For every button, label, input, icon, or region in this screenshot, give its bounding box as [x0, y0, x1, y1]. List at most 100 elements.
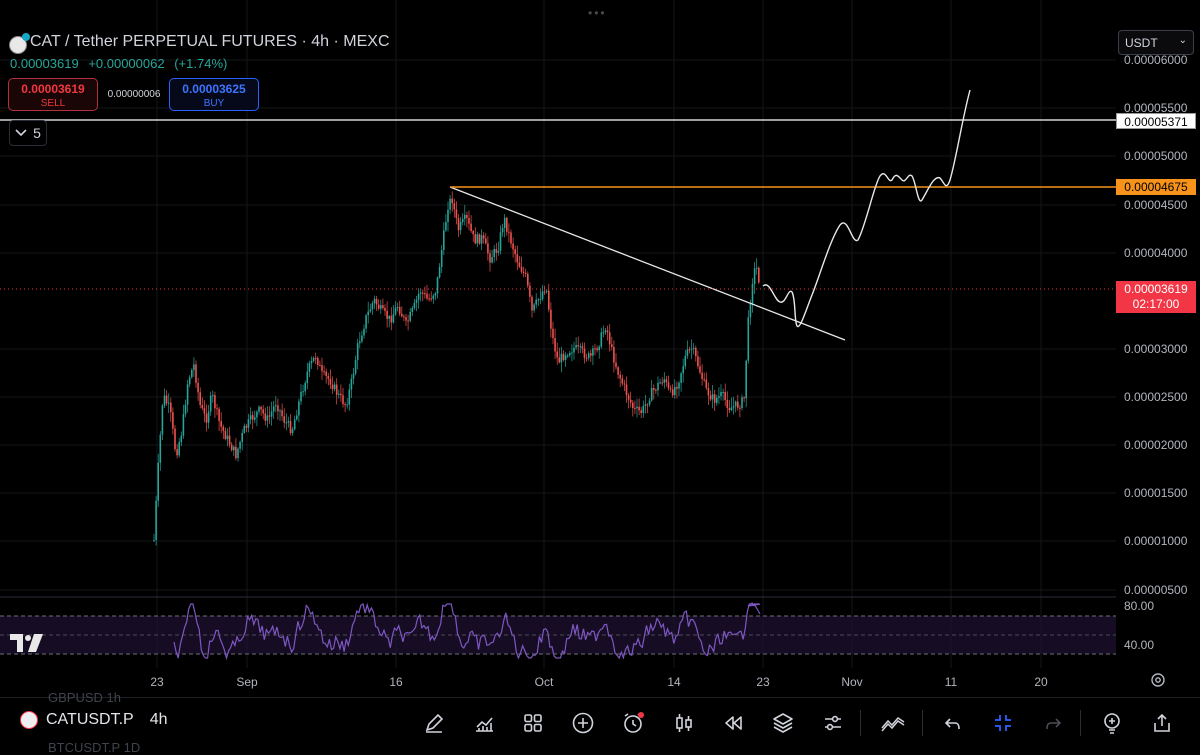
candle-body [306, 371, 309, 384]
replay-icon[interactable] [720, 710, 746, 736]
candle-body [459, 222, 462, 231]
candle-body [382, 305, 384, 308]
candle-body [331, 384, 334, 390]
chart-settings-gear-icon[interactable] [1150, 672, 1166, 688]
alert-icon[interactable] [620, 710, 646, 736]
candle-body [218, 408, 220, 422]
candle-body [470, 223, 472, 231]
chart-icon[interactable] [471, 710, 497, 736]
candle-body [329, 378, 332, 385]
price-tick-label: 0.00006000 [1124, 53, 1188, 67]
candle-body [650, 388, 653, 401]
candle-body [186, 384, 189, 405]
candle-body [569, 353, 571, 356]
candle-body [371, 303, 374, 310]
candle-body [480, 235, 483, 244]
candle-body [667, 382, 670, 389]
candle-body [560, 353, 563, 363]
time-tick-label: Nov [841, 675, 862, 689]
candle-body [581, 346, 584, 349]
ideas-icon[interactable] [880, 710, 906, 736]
sliders-icon[interactable] [820, 710, 846, 736]
candle-body [405, 317, 407, 321]
share-icon[interactable] [1149, 710, 1175, 736]
candle-body [688, 349, 691, 351]
candle-body [340, 393, 342, 396]
layers-icon[interactable] [770, 710, 796, 736]
grid-icon[interactable] [520, 710, 546, 736]
candle-body [321, 365, 323, 372]
candle-body [184, 404, 187, 415]
price-change: +0.00000062 [88, 56, 165, 71]
candle-body [629, 399, 632, 403]
ghost-watchlist-item: BTCUSDT.P 1D [48, 740, 141, 755]
candle-body [398, 307, 401, 314]
symbol-switcher[interactable]: CATUSDT.P 4h [20, 711, 168, 729]
candle-body [432, 295, 435, 299]
candle-body [655, 389, 657, 391]
candle-body [604, 330, 607, 333]
candle-body [214, 395, 216, 409]
undo-icon[interactable] [940, 710, 966, 736]
time-tick-label: Oct [535, 675, 554, 689]
candle-body [686, 349, 689, 356]
candle-body [489, 253, 491, 263]
candle-body [703, 379, 705, 381]
candle-body [718, 396, 720, 398]
currency-select[interactable]: USDT ⌄ [1118, 30, 1194, 55]
price-tick-label: 0.00004500 [1124, 198, 1188, 212]
indicators-toggle-button[interactable]: 5 [9, 120, 47, 146]
candle-body [692, 347, 695, 349]
pencil-icon[interactable] [421, 710, 447, 736]
candle-body [590, 353, 592, 356]
ghost-watchlist-item: GBPUSD 1h [48, 690, 121, 705]
candle-body [155, 500, 157, 540]
candle-body [632, 402, 634, 408]
candle-body [720, 392, 722, 397]
candle-body [256, 411, 258, 418]
price-tick-label: 0.00000500 [1124, 583, 1188, 597]
candle-body [598, 346, 600, 351]
candle-body [747, 317, 750, 361]
candle-body [251, 415, 254, 420]
sell-button[interactable]: 0.00003619 SELL [8, 78, 98, 111]
candle-body [277, 405, 279, 412]
candle-body [522, 271, 525, 273]
price-axis: 0.00006000 0.00005500 0.00005000 0.00004500… [1124, 53, 1188, 597]
candle-body [298, 401, 300, 416]
buy-price: 0.00003625 [182, 82, 246, 96]
buy-button[interactable]: 0.00003625 BUY [169, 78, 259, 111]
candle-body [401, 313, 403, 317]
candle-body [195, 364, 197, 383]
candle-body [359, 341, 361, 344]
redo-icon[interactable] [1040, 710, 1066, 736]
candle-body [180, 435, 183, 443]
plus-circle-icon[interactable] [570, 710, 596, 736]
candle-body [734, 401, 737, 407]
candle-body [239, 442, 241, 449]
candle-body [207, 411, 210, 423]
candle-body [285, 422, 288, 424]
candle-body [279, 410, 281, 412]
candle-body [455, 209, 458, 219]
candle-body [174, 428, 176, 450]
candle-body [682, 366, 684, 374]
candle-icon[interactable] [671, 710, 697, 736]
drag-handle[interactable]: ••• [588, 6, 607, 20]
candle-body [556, 351, 558, 358]
candle-body [506, 217, 508, 232]
chart-title[interactable]: CAT / Tether PERPETUAL FUTURES · 4h · ME… [30, 33, 390, 50]
price-change-pct: (+1.74%) [174, 56, 228, 71]
candle-body [749, 303, 752, 318]
candle-body [165, 395, 168, 404]
price-tick-label: 0.00003000 [1124, 342, 1188, 356]
candle-body [426, 293, 428, 299]
collapse-icon[interactable] [990, 710, 1016, 736]
candle-body [422, 292, 424, 294]
candle-body [732, 406, 735, 408]
candle-body [529, 285, 531, 297]
bulb-icon[interactable] [1099, 710, 1125, 736]
candle-body [594, 348, 596, 350]
candle-body [386, 310, 388, 319]
